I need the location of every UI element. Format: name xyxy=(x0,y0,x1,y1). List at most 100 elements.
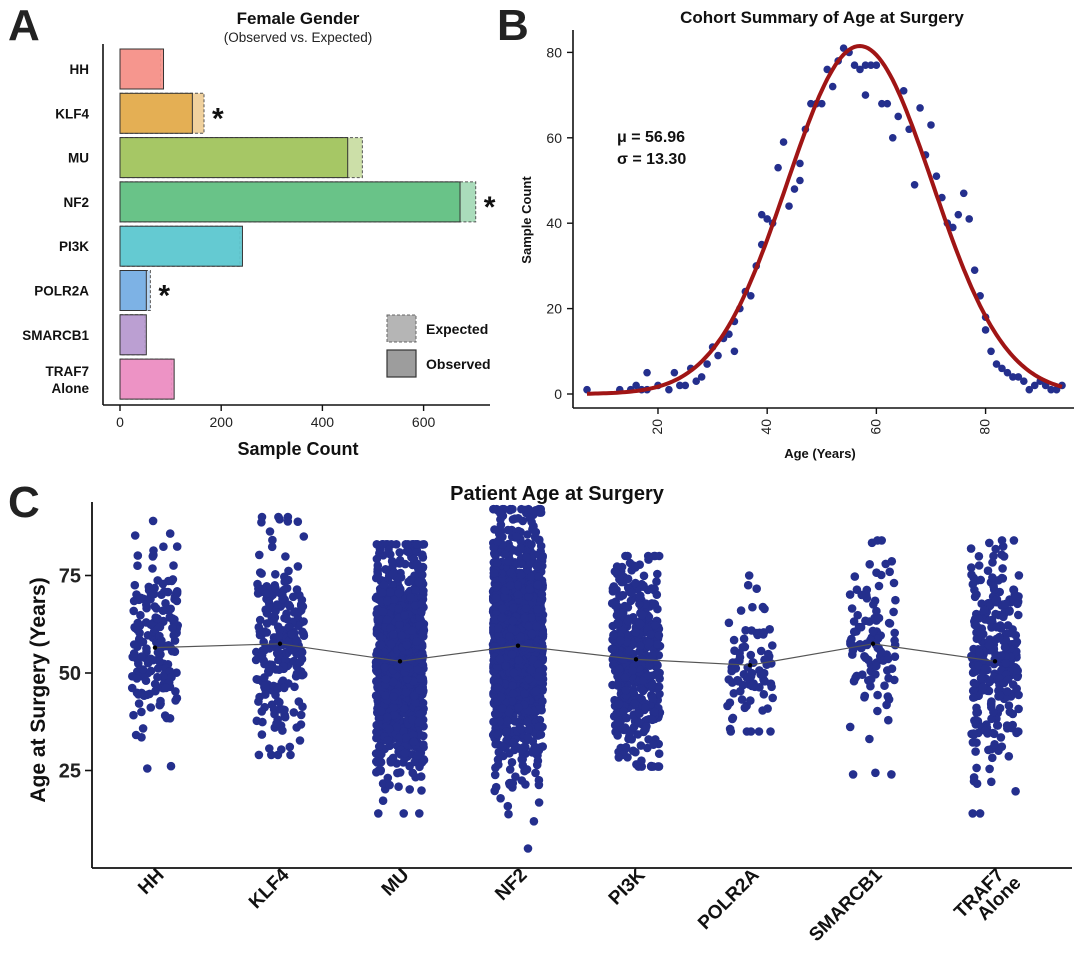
patient-point-klf4-235 xyxy=(296,710,306,720)
patient-point-nf2-1551 xyxy=(531,746,541,756)
patient-point-nf2-1511 xyxy=(520,689,529,699)
patient-point-nf2-1300 xyxy=(507,758,517,767)
patient-point-pi3k-458 xyxy=(635,709,644,718)
patient-point-traf7-alone-143 xyxy=(966,544,976,553)
patient-point-nf2-1535 xyxy=(513,580,522,590)
patient-point-klf4-191 xyxy=(298,702,307,711)
patient-point-traf7-alone-172 xyxy=(970,585,979,595)
patient-point-nf2-1487 xyxy=(526,665,536,675)
patient-point-mu-873 xyxy=(411,586,421,595)
patient-point-smarcb1-51 xyxy=(880,681,889,690)
patient-point-smarcb1-64 xyxy=(885,567,894,577)
patient-point-hh-77 xyxy=(138,724,148,733)
age-count-point-53 xyxy=(888,134,897,142)
patient-point-nf2-1286 xyxy=(490,709,500,719)
patient-point-mu-808 xyxy=(393,768,402,778)
patient-point-mu-819 xyxy=(373,561,383,570)
patient-point-pi3k-411 xyxy=(649,599,659,608)
patient-point-klf4-223 xyxy=(282,614,292,624)
patient-point-traf7-alone-164 xyxy=(998,564,1007,573)
patient-point-traf7-alone-145 xyxy=(1003,621,1013,630)
patient-point-polr2a-81 xyxy=(747,681,757,691)
age-count-point-65 xyxy=(954,210,963,219)
age-count-point-67 xyxy=(965,215,973,223)
category-label-smarcb1: SMARCB1 xyxy=(805,864,887,946)
legend-expected-swatch xyxy=(386,314,417,343)
patient-point-mu-1039 xyxy=(407,626,417,635)
patient-point-klf4-109 xyxy=(280,712,290,722)
patient-point-klf4-168 xyxy=(254,622,264,632)
patient-point-hh-140 xyxy=(172,587,182,596)
age-count-point-49 xyxy=(867,61,875,70)
patient-point-klf4-203 xyxy=(278,594,287,604)
patient-point-smarcb1-50 xyxy=(871,768,880,778)
patient-point-smarcb1-43 xyxy=(887,557,897,566)
patient-point-pi3k-366 xyxy=(646,762,656,771)
patient-point-smarcb1-38 xyxy=(845,722,855,732)
patient-point-nf2-1372 xyxy=(521,765,530,775)
patient-point-mu-1066 xyxy=(412,540,422,549)
patient-point-mu-1095 xyxy=(382,615,392,624)
patient-point-hh-142 xyxy=(148,655,158,665)
patient-point-smarcb1-92 xyxy=(874,613,884,623)
patient-point-nf2-1132 xyxy=(524,504,533,514)
patient-point-polr2a-77 xyxy=(735,648,744,658)
age-count-point-11 xyxy=(681,381,690,390)
patient-point-smarcb1-99 xyxy=(872,606,881,616)
patient-point-traf7-alone-156 xyxy=(1000,643,1010,652)
patient-point-nf2-1589 xyxy=(525,584,534,594)
patient-point-mu-1065 xyxy=(378,607,388,616)
patient-point-traf7-alone-281 xyxy=(1001,599,1010,609)
patient-point-mu-1053 xyxy=(378,540,388,549)
patient-point-nf2-802 xyxy=(531,768,540,778)
patient-point-polr2a-0 xyxy=(744,571,754,580)
patient-point-hh-56 xyxy=(159,542,168,551)
patient-point-nf2-1353 xyxy=(507,696,517,706)
patient-point-traf7-alone-253 xyxy=(995,703,1005,713)
patient-point-nf2-1467 xyxy=(512,532,521,541)
patient-point-hh-0 xyxy=(148,516,158,526)
panel-letter-b: B xyxy=(497,1,529,50)
patient-point-smarcb1-91 xyxy=(857,590,866,600)
patient-point-nf2-1587 xyxy=(509,668,519,678)
category-label-klf4: KLF4 xyxy=(55,106,89,121)
patient-point-nf2-874 xyxy=(503,525,513,535)
patient-point-nf2-1565 xyxy=(489,717,498,727)
patient-point-nf2-1571 xyxy=(527,517,536,527)
patient-point-smarcb1-1 xyxy=(848,770,858,779)
patient-point-hh-128 xyxy=(166,643,176,653)
age-count-point-17 xyxy=(714,351,722,360)
patient-point-pi3k-452 xyxy=(614,699,624,709)
patient-point-nf2-982 xyxy=(517,504,526,514)
patient-point-traf7-alone-276 xyxy=(969,729,978,738)
patient-point-nf2-1596 xyxy=(521,604,531,613)
patient-point-mu-1093 xyxy=(417,607,426,617)
patient-point-klf4-219 xyxy=(272,719,281,728)
patient-point-hh-16 xyxy=(146,703,156,712)
sd-annotation: σ = 13.30 xyxy=(617,151,686,168)
patient-point-klf4-199 xyxy=(269,617,278,626)
patient-point-pi3k-232 xyxy=(623,574,633,584)
category-label-klf4: KLF4 xyxy=(245,864,294,913)
panel-a-legend: Expected Observed xyxy=(386,314,491,378)
patient-point-traf7-alone-173 xyxy=(997,742,1007,751)
patient-point-hh-144 xyxy=(153,614,162,623)
patient-point-traf7-alone-268 xyxy=(969,693,978,702)
age-count-point-50 xyxy=(872,61,881,70)
patient-point-hh-103 xyxy=(156,696,165,706)
patient-point-mu-1097 xyxy=(415,685,424,695)
panel-b-scatter-chart: Cohort Summary of Age at Surgery 0 20 40 60… xyxy=(519,8,1074,461)
patient-point-nf2-1532 xyxy=(497,613,507,623)
patient-point-klf4-33 xyxy=(285,742,295,752)
patient-point-polr2a-82 xyxy=(767,682,776,692)
patient-point-pi3k-479 xyxy=(614,619,623,628)
patient-point-traf7-alone-288 xyxy=(1004,752,1014,761)
age-count-point-60 xyxy=(927,121,935,129)
patient-point-traf7-alone-82 xyxy=(974,552,984,561)
patient-point-klf4-28 xyxy=(271,570,280,579)
x-tick-label-40: 40 xyxy=(758,419,774,435)
patient-point-traf7-alone-259 xyxy=(989,707,998,717)
patient-point-klf4-166 xyxy=(284,600,294,610)
patient-point-klf4-222 xyxy=(272,600,282,609)
patient-point-polr2a-54 xyxy=(760,604,769,614)
